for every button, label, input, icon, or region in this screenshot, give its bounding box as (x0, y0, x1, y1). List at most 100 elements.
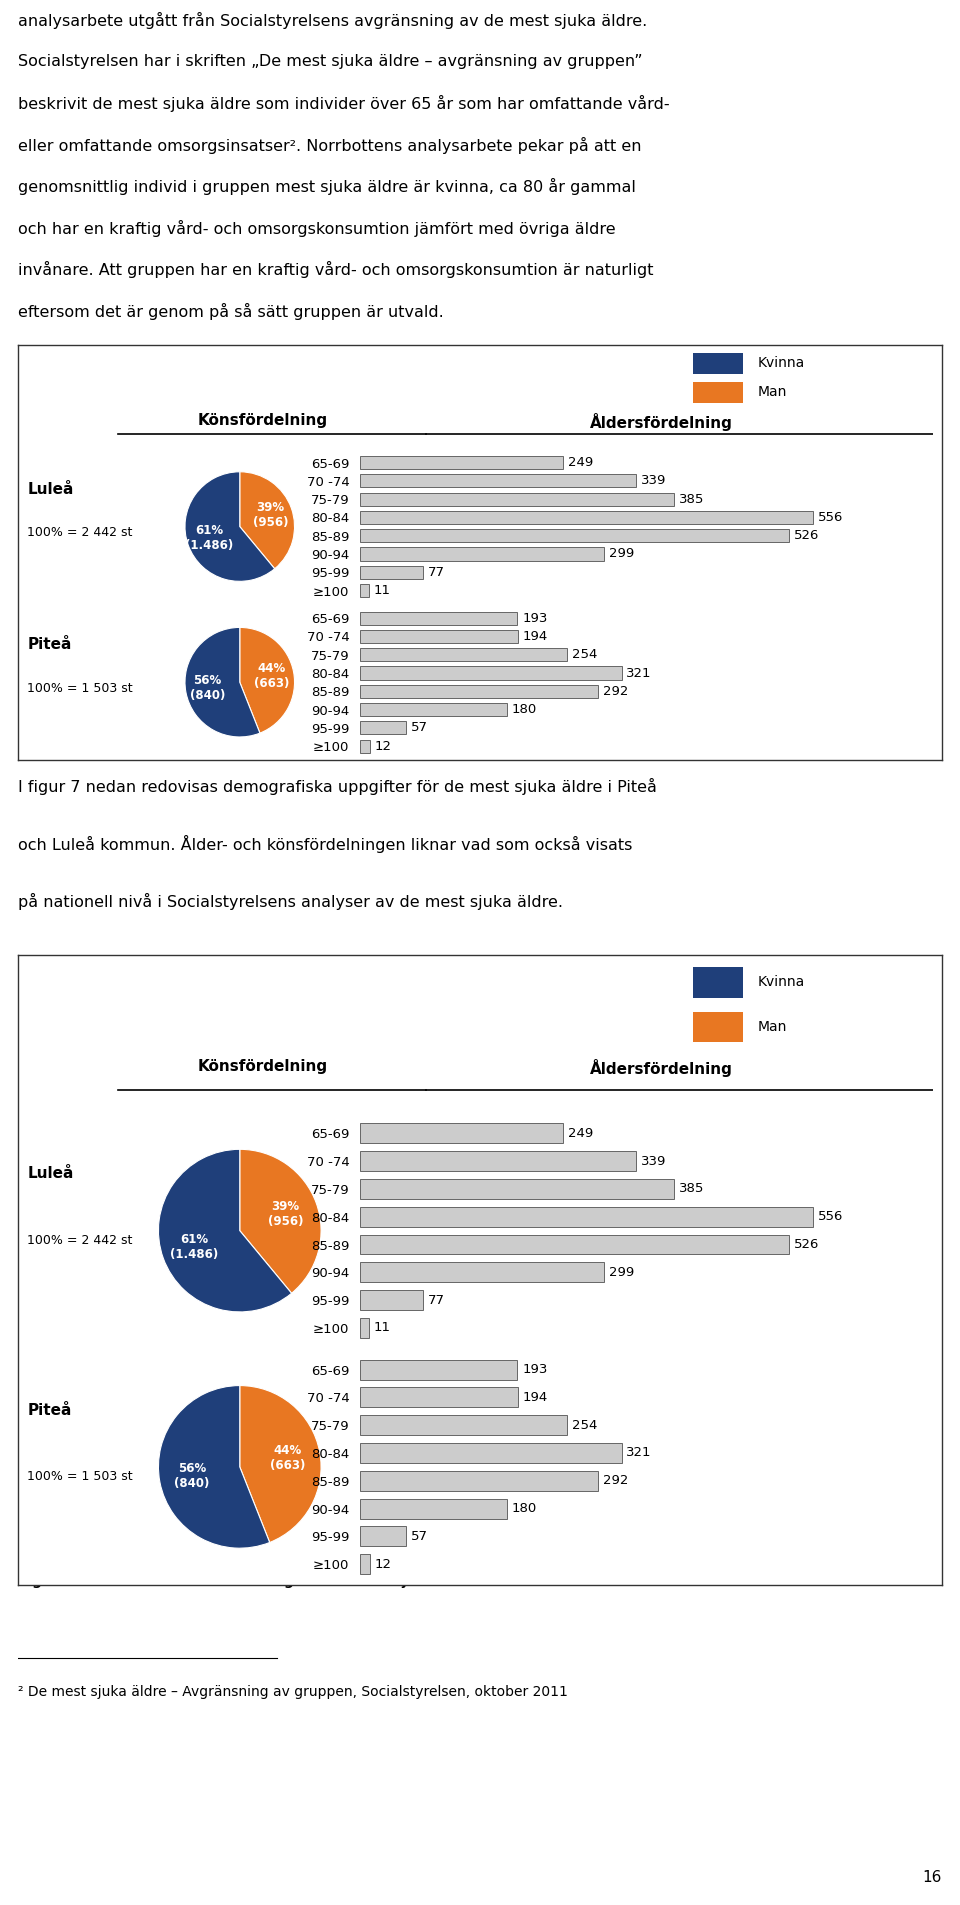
Text: 39%
(956): 39% (956) (252, 501, 288, 530)
Text: 321: 321 (627, 667, 652, 680)
Bar (360, 1179, 674, 1198)
Text: ² De mest sjuka äldre – Avgränsning av gruppen, Socialstyrelsen, oktober 2011: ² De mest sjuka äldre – Avgränsning av g… (18, 1686, 568, 1699)
Bar (360, 1499, 507, 1518)
Bar (360, 1234, 789, 1255)
Bar (360, 1415, 567, 1434)
Text: på nationell nivå i Socialstyrelsens analyser av de mest sjuka äldre.: på nationell nivå i Socialstyrelsens ana… (18, 893, 563, 911)
Text: 61%
(1.486): 61% (1.486) (184, 524, 233, 552)
Bar (360, 547, 604, 560)
Bar (360, 1526, 406, 1547)
Text: 11: 11 (373, 1322, 391, 1334)
Text: Figur 7. Ålders- och könsfördelning för de mest sjuka äldre i Luleå och Piteå ko: Figur 7. Ålders- och könsfördelning för … (18, 1572, 692, 1589)
Text: 526: 526 (794, 530, 819, 543)
Bar (692, 968, 743, 998)
Bar (360, 703, 507, 716)
Text: 556: 556 (818, 1210, 844, 1223)
Bar (360, 631, 518, 644)
Bar (360, 1124, 563, 1143)
Text: 194: 194 (523, 1391, 548, 1404)
Bar (360, 739, 370, 752)
Text: 77: 77 (427, 566, 444, 579)
Text: Kvinna: Kvinna (757, 975, 804, 989)
Text: Socialstyrelsen har i skriften „De mest sjuka äldre – avgränsning av gruppen”: Socialstyrelsen har i skriften „De mest … (18, 53, 642, 69)
Bar (360, 684, 598, 697)
Text: 254: 254 (572, 648, 597, 661)
Bar (360, 1206, 813, 1227)
Text: beskrivit de mest sjuka äldre som individer över 65 år som har omfattande vård-: beskrivit de mest sjuka äldre som indivi… (18, 95, 670, 112)
Bar (360, 1554, 370, 1574)
Text: 193: 193 (522, 1364, 547, 1375)
Wedge shape (240, 1149, 321, 1293)
Text: 12: 12 (374, 739, 392, 752)
Bar (360, 667, 621, 680)
Bar (360, 1442, 621, 1463)
Text: 249: 249 (567, 1128, 593, 1139)
Text: invånare. Att gruppen har en kraftig vård- och omsorgskonsumtion är naturligt: invånare. Att gruppen har en kraftig vår… (18, 261, 654, 278)
Text: eftersom det är genom på så sätt gruppen är utvald.: eftersom det är genom på så sätt gruppen… (18, 303, 444, 320)
Text: 39%
(956): 39% (956) (268, 1200, 303, 1229)
Bar (360, 612, 517, 625)
Bar (360, 511, 813, 524)
Bar (360, 1387, 518, 1408)
Text: 292: 292 (603, 684, 628, 697)
Bar (360, 493, 674, 505)
Text: 194: 194 (523, 631, 548, 644)
Text: 339: 339 (641, 1154, 666, 1168)
Text: Luleå: Luleå (27, 482, 74, 497)
Text: 193: 193 (522, 612, 547, 625)
Text: 57: 57 (411, 1530, 428, 1543)
Text: 254: 254 (572, 1419, 597, 1433)
Text: Åldersfördelning: Åldersfördelning (589, 1059, 732, 1076)
Text: 556: 556 (818, 511, 844, 524)
Text: 385: 385 (679, 1183, 704, 1196)
Text: och har en kraftig vård- och omsorgskonsumtion jämfört med övriga äldre: och har en kraftig vård- och omsorgskons… (18, 219, 615, 236)
Wedge shape (240, 1385, 321, 1543)
Text: I figur 7 nedan redovisas demografiska uppgifter för de mest sjuka äldre i Piteå: I figur 7 nedan redovisas demografiska u… (18, 777, 657, 794)
Text: 100% = 1 503 st: 100% = 1 503 st (27, 1471, 132, 1482)
Wedge shape (158, 1385, 270, 1549)
Text: 44%
(663): 44% (663) (270, 1444, 305, 1473)
Text: 100% = 2 442 st: 100% = 2 442 st (27, 526, 132, 539)
Text: 56%
(840): 56% (840) (190, 674, 226, 703)
Text: 44%
(663): 44% (663) (254, 663, 290, 690)
Text: 385: 385 (679, 493, 704, 505)
Bar (360, 1318, 369, 1337)
Text: 292: 292 (603, 1474, 628, 1488)
Text: och Luleå kommun. Ålder- och könsfördelningen liknar vad som också visats: och Luleå kommun. Ålder- och könsfördeln… (18, 836, 633, 853)
Text: Könsfördelning: Könsfördelning (198, 1059, 327, 1074)
Text: 180: 180 (512, 703, 537, 716)
Text: Könsfördelning: Könsfördelning (198, 413, 327, 429)
Wedge shape (158, 1149, 292, 1313)
Text: Piteå: Piteå (27, 638, 72, 652)
Bar (360, 722, 406, 735)
Bar (360, 566, 422, 579)
Bar (360, 585, 369, 596)
Bar (360, 648, 567, 661)
Wedge shape (185, 627, 260, 737)
Bar (692, 352, 743, 373)
Text: 339: 339 (641, 474, 666, 488)
Text: 12: 12 (374, 1558, 392, 1570)
Text: Åldersfördelning: Åldersfördelning (589, 413, 732, 431)
Text: 526: 526 (794, 1238, 819, 1252)
Text: 11: 11 (373, 585, 391, 596)
Text: 299: 299 (609, 547, 634, 560)
Text: 56%
(840): 56% (840) (174, 1461, 209, 1490)
Bar (692, 383, 743, 402)
Wedge shape (240, 627, 295, 733)
Bar (360, 1151, 636, 1172)
Bar (360, 474, 636, 488)
Wedge shape (240, 472, 295, 570)
Text: eller omfattande omsorgsinsatser². Norrbottens analysarbete pekar på att en: eller omfattande omsorgsinsatser². Norrb… (18, 137, 641, 154)
Text: 100% = 1 503 st: 100% = 1 503 st (27, 682, 132, 695)
Text: Piteå: Piteå (27, 1402, 72, 1417)
Text: 61%
(1.486): 61% (1.486) (170, 1233, 218, 1261)
Bar (360, 1290, 422, 1311)
Text: Luleå: Luleå (27, 1166, 74, 1181)
Bar (692, 1012, 743, 1042)
Bar (360, 1471, 598, 1492)
Text: genomsnittlig individ i gruppen mest sjuka äldre är kvinna, ca 80 år gammal: genomsnittlig individ i gruppen mest sju… (18, 179, 636, 194)
Bar (360, 455, 563, 469)
Bar (360, 1263, 604, 1282)
Text: Kvinna: Kvinna (757, 356, 804, 370)
